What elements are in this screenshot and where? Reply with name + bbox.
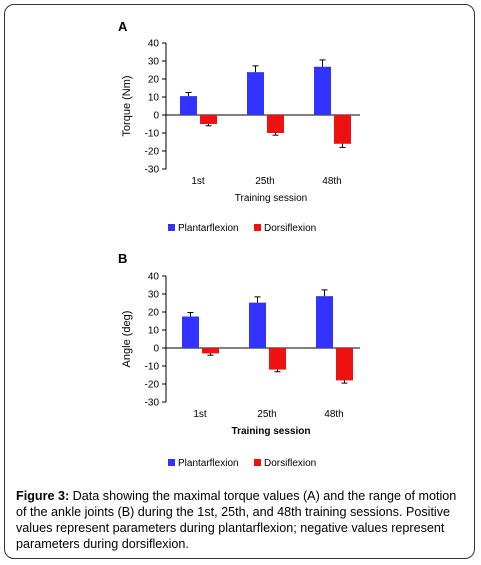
bar-plantarflexion-25th	[249, 302, 266, 348]
x-axis-label: Training session	[235, 193, 307, 204]
legend-label-plantarflexion: Plantarflexion	[178, 223, 239, 234]
bar-plantarflexion-48th	[314, 66, 331, 115]
bar-plantarflexion-1st	[182, 316, 199, 348]
category-label: 1st	[193, 409, 207, 420]
y-tick-label: -30	[145, 165, 160, 176]
bar-plantarflexion-48th	[316, 296, 333, 348]
x-axis-label: Training session	[232, 426, 311, 437]
figure-frame	[4, 4, 475, 559]
category-label: 25th	[257, 409, 276, 420]
category-label: 48th	[324, 409, 343, 420]
figure-caption: Figure 3: Data showing the maximal torqu…	[16, 488, 468, 552]
panel-label: A	[118, 19, 128, 34]
y-tick-label: -10	[145, 129, 160, 140]
bar-dorsiflexion-25th	[269, 348, 286, 370]
legend-label-dorsiflexion: Dorsiflexion	[264, 458, 316, 469]
y-tick-label: 30	[148, 57, 160, 68]
y-tick-label: -20	[145, 380, 160, 391]
bar-dorsiflexion-1st	[202, 348, 219, 354]
caption-label: Figure 3:	[16, 489, 70, 503]
legend-swatch-dorsiflexion	[254, 459, 261, 466]
y-axis-label: Angle (deg)	[121, 311, 133, 368]
category-label: 1st	[191, 176, 205, 187]
y-axis-label: Torque (Nm)	[121, 75, 133, 136]
bar-dorsiflexion-1st	[200, 115, 217, 124]
y-tick-label: 20	[148, 75, 160, 86]
legend-label-plantarflexion: Plantarflexion	[178, 458, 239, 469]
legend-swatch-dorsiflexion	[254, 224, 261, 231]
y-tick-label: 40	[148, 272, 160, 283]
bar-plantarflexion-25th	[247, 72, 264, 115]
figure-charts: A 40 30 20 10 0 -10 -20 -30 Torque (Nm) 1st 25th 48t…	[118, 19, 360, 469]
y-tick-label: 0	[153, 344, 159, 355]
caption-text: Data showing the maximal torque values (…	[16, 489, 457, 551]
bar-dorsiflexion-25th	[267, 115, 284, 133]
y-tick-label: 30	[148, 290, 160, 301]
y-tick-label: 10	[148, 326, 160, 337]
y-tick-label: -10	[145, 362, 160, 373]
category-label: 25th	[255, 176, 274, 187]
legend-label-dorsiflexion: Dorsiflexion	[264, 223, 316, 234]
panel-label: B	[118, 251, 127, 266]
y-tick-label: 10	[148, 93, 160, 104]
y-tick-label: -30	[145, 398, 160, 409]
bar-dorsiflexion-48th	[336, 348, 353, 381]
category-label: 48th	[322, 176, 341, 187]
bar-plantarflexion-1st	[180, 96, 197, 115]
bar-dorsiflexion-48th	[334, 115, 351, 144]
y-tick-label: -20	[145, 147, 160, 158]
y-tick-label: 40	[148, 39, 160, 50]
legend-swatch-plantarflexion	[168, 459, 175, 466]
y-tick-label: 0	[153, 111, 159, 122]
legend-swatch-plantarflexion	[168, 224, 175, 231]
y-tick-label: 20	[148, 308, 160, 319]
